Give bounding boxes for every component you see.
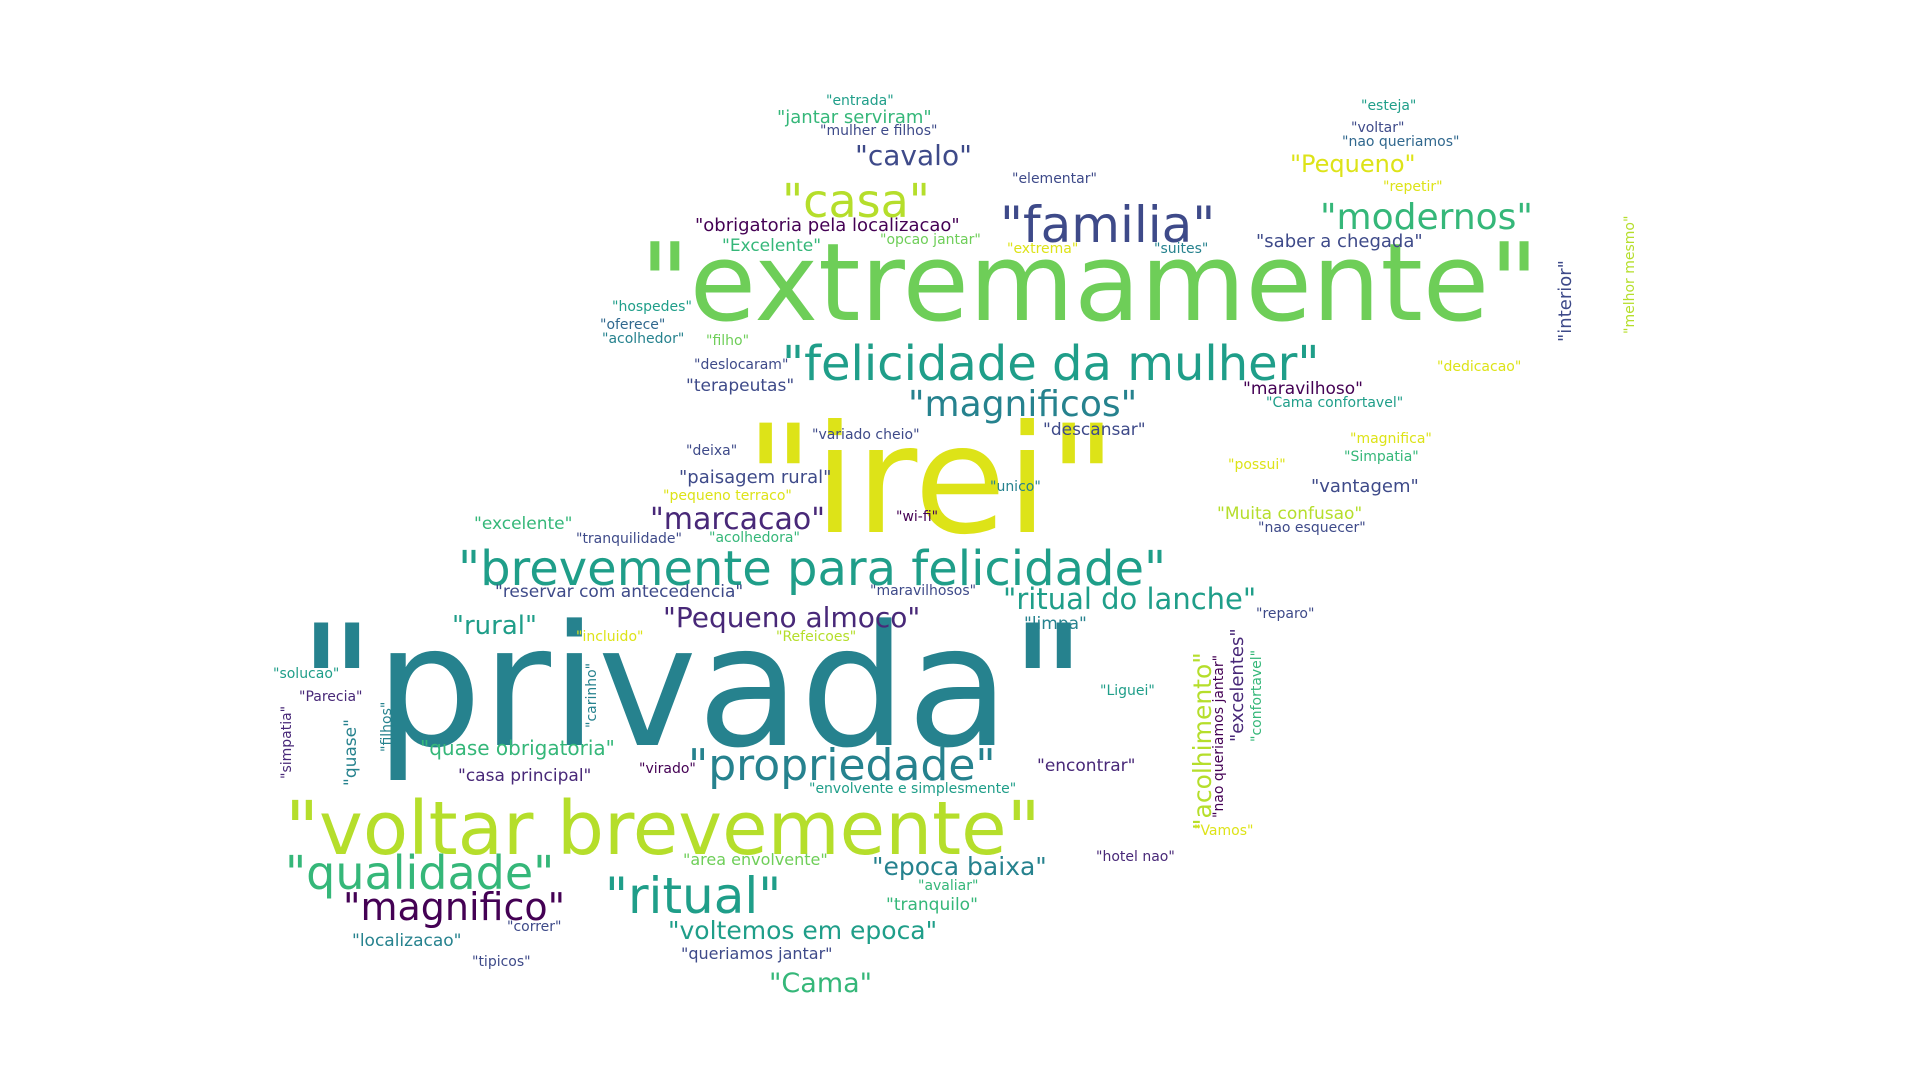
- word-opcao-jantar: "opcao jantar": [880, 232, 981, 248]
- word-filhos: "filhos": [379, 701, 395, 752]
- word-marcacao: "marcacao": [650, 502, 825, 537]
- word-nao-esquecer: "nao esquecer": [1258, 520, 1366, 536]
- word-saber-a-chegada: "saber a chegada": [1256, 231, 1423, 252]
- word-carinho: "carinho": [584, 662, 600, 728]
- word-reparo: "reparo": [1256, 606, 1315, 622]
- word-jantar-serviram: "jantar serviram": [777, 107, 932, 128]
- word-entrada: "entrada": [826, 93, 894, 109]
- word-muita-confusao: "Muita confusao": [1217, 504, 1363, 524]
- word-interior: "interior": [1555, 260, 1576, 342]
- word-incluido: "incluido": [576, 629, 644, 645]
- word-virado: "virado": [639, 761, 696, 777]
- word-propriedade: "propriedade": [688, 740, 996, 791]
- word-encontrar: "encontrar": [1037, 756, 1136, 776]
- word-deslocaram: "deslocaram": [694, 357, 789, 373]
- word-obrigatoria-pela-localizacao: "obrigatoria pela localizacao": [695, 215, 960, 236]
- word-cavalo: "cavalo": [855, 139, 972, 172]
- word-maravilhosos: "maravilhosos": [870, 583, 977, 599]
- word-acolhedora: "acolhedora": [709, 530, 800, 546]
- word-casa: "casa": [782, 174, 930, 228]
- word-casa-principal: "casa principal": [458, 766, 592, 786]
- word-pequeno-terraco: "pequeno terraco": [663, 488, 792, 504]
- word-terapeutas: "terapeutas": [686, 376, 795, 396]
- word-rural: "rural": [452, 611, 537, 641]
- word-dedicacao: "dedicacao": [1437, 359, 1522, 375]
- word-magnificos: "magnificos": [908, 384, 1138, 425]
- word-magnifica: "magnifica": [1350, 431, 1432, 447]
- word-limpa: "limpa": [1024, 614, 1087, 634]
- word-magnifico: "magnifico": [343, 885, 566, 929]
- word-queriamos-jantar: "queriamos jantar": [681, 944, 833, 963]
- word-ritual-do-lanche: "ritual do lanche": [1003, 582, 1257, 616]
- word-excelentes: "excelentes": [1227, 628, 1248, 742]
- word-maravilhoso: "maravilhoso": [1243, 379, 1363, 399]
- word-tranquilidade: "tranquilidade": [576, 531, 682, 547]
- word-simpatia-cap: "Simpatia": [1344, 449, 1419, 465]
- word-acolhedor: "acolhedor": [602, 331, 685, 347]
- word-oferece: "oferece": [600, 317, 666, 333]
- word-solucao: "solucao": [273, 666, 340, 682]
- word-tranquilo: "tranquilo": [886, 895, 978, 915]
- word-nao-queriamos-jantar: "nao queriamos jantar": [1211, 654, 1227, 818]
- word-extremamente: "extremamente": [640, 221, 1539, 346]
- word-envolvente-e-simplesmente: "envolvente e simplesmente": [809, 781, 1017, 797]
- word-possui: "possui": [1228, 457, 1286, 473]
- word-epoca-baixa: "epoca baixa": [872, 852, 1047, 881]
- word-hospedes: "hospedes": [612, 299, 692, 315]
- word-confortavel: "confortavel": [1249, 649, 1265, 742]
- word-filho: "filho": [706, 333, 750, 349]
- word-melhor-mesmo: "melhor mesmo": [1622, 215, 1638, 334]
- word-unico: "unico": [990, 479, 1041, 495]
- word-voltar-brevemente: "voltar brevemente": [285, 786, 1041, 872]
- word-qualidade: "qualidade": [285, 846, 555, 900]
- word-quase-obrigatoria: "quase obrigatoria": [420, 736, 615, 760]
- word-localizacao: "localizacao": [352, 931, 462, 951]
- word-liguei: "Liguei": [1100, 683, 1155, 699]
- word-variado-cheio: "variado cheio": [812, 427, 920, 443]
- word-paisagem-rural: "paisagem rural": [679, 467, 832, 488]
- word-voltemos-em-epoca: "voltemos em epoca": [668, 916, 938, 945]
- word-reservar-com-antecedencia: "reservar com antecedencia": [495, 582, 744, 602]
- word-voltar: "voltar": [1351, 120, 1405, 136]
- word-area-envolvente: "area envolvente": [683, 850, 828, 869]
- word-cama: "Cama": [769, 968, 873, 999]
- word-mulher-e-filhos: "mulher e filhos": [820, 123, 938, 139]
- word-felicidade-da-mulher: "felicidade da mulher": [782, 336, 1320, 392]
- word-modernos: "modernos": [1320, 197, 1533, 238]
- word-repetir: "repetir": [1383, 179, 1443, 195]
- word-vantagem: "vantagem": [1311, 476, 1419, 497]
- word-ritual: "ritual": [605, 867, 782, 925]
- word-simpatia: "simpatia": [279, 705, 295, 779]
- word-refeicoes: "Refeicoes": [776, 629, 857, 645]
- word-esteja: "esteja": [1361, 98, 1417, 114]
- word-parecia: "Parecia": [299, 689, 363, 705]
- word-irei: "irei": [745, 394, 1117, 568]
- word-avaliar: "avaliar": [918, 878, 979, 894]
- word-wi-fi: "wi-fi": [896, 509, 939, 525]
- word-cama-confortavel: "Cama confortavel": [1266, 395, 1404, 411]
- word-deixa: "deixa": [686, 443, 738, 459]
- word-tipicos: "tipicos": [472, 954, 531, 970]
- word-correr: "correr": [507, 919, 562, 935]
- word-pequeno-almoco: "Pequeno almoco": [663, 601, 921, 634]
- word-brevemente-para-felicidade: "brevemente para felicidade": [458, 541, 1167, 597]
- word-elementar: "elementar": [1012, 171, 1097, 187]
- word-descansar: "descansar": [1043, 420, 1146, 440]
- word-quase: "quase": [341, 719, 361, 786]
- word-hotel-nao: "hotel nao": [1096, 849, 1175, 865]
- word-vamos: "Vamos": [1194, 823, 1254, 839]
- word-familia: "familia": [1000, 196, 1216, 254]
- word-privada: "privada": [298, 589, 1087, 785]
- word-nao-queriamos: "nao queriamos": [1342, 134, 1460, 150]
- word-excelente: "excelente": [474, 514, 573, 534]
- word-pequeno: "Pequeno": [1290, 150, 1416, 178]
- word-extrema: "extrema": [1007, 241, 1079, 257]
- word-excelente-cap: "Excelente": [722, 236, 822, 256]
- word-suites: "suites": [1154, 241, 1209, 257]
